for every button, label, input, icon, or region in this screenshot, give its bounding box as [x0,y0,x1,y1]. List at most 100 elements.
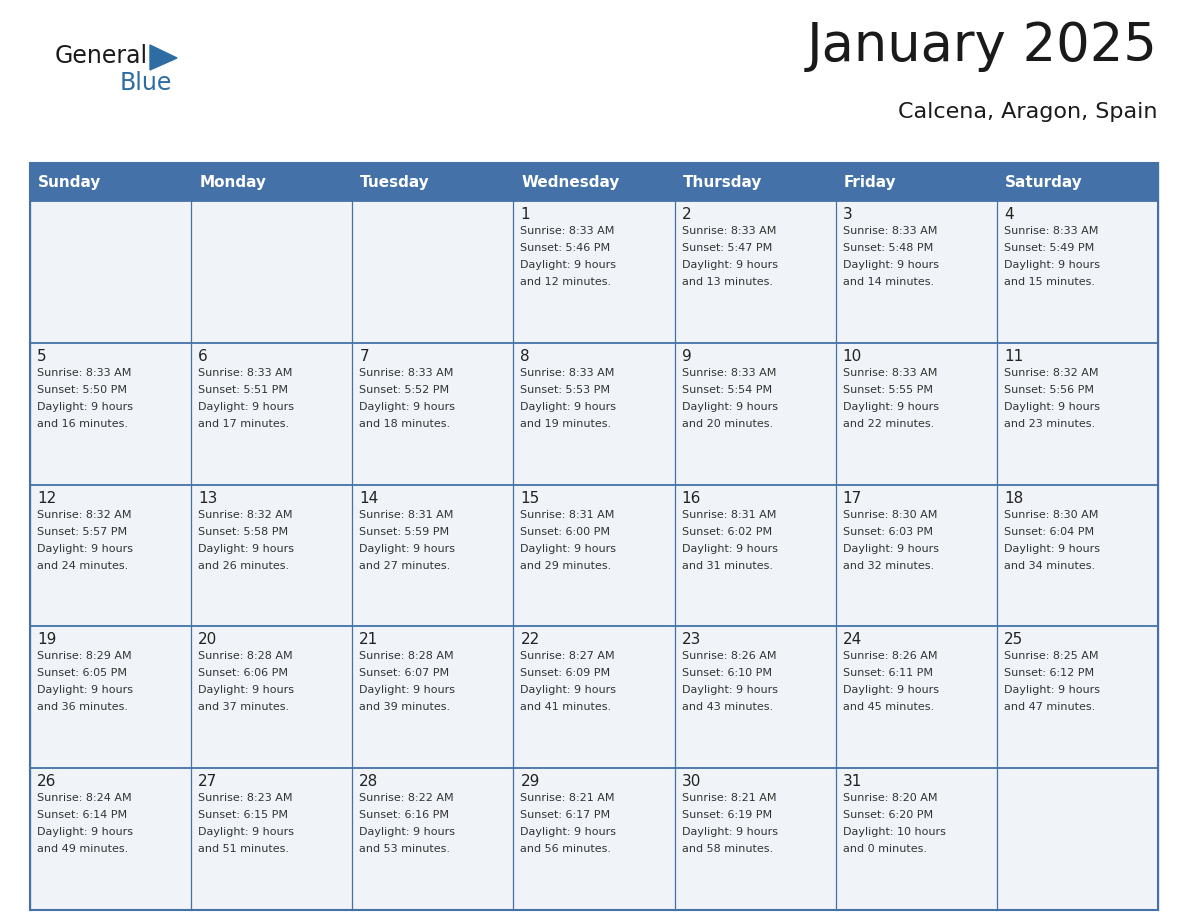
Text: Sunset: 6:04 PM: Sunset: 6:04 PM [1004,527,1094,537]
Text: 18: 18 [1004,490,1023,506]
Text: Sunrise: 8:33 AM: Sunrise: 8:33 AM [520,226,615,236]
Bar [30,485,191,626]
Text: Sunrise: 8:31 AM: Sunrise: 8:31 AM [682,509,776,520]
Text: 29: 29 [520,774,539,789]
Text: Sunset: 6:11 PM: Sunset: 6:11 PM [842,668,933,678]
Text: Daylight: 9 hours: Daylight: 9 hours [842,402,939,412]
Bar [191,768,353,910]
Text: and 45 minutes.: and 45 minutes. [842,702,934,712]
Text: and 37 minutes.: and 37 minutes. [198,702,289,712]
Text: and 17 minutes.: and 17 minutes. [198,419,289,429]
Text: Sunrise: 8:25 AM: Sunrise: 8:25 AM [1004,652,1099,661]
Text: Sunrise: 8:32 AM: Sunrise: 8:32 AM [1004,368,1099,378]
Text: Sunset: 5:51 PM: Sunset: 5:51 PM [198,385,289,395]
Text: Sunset: 6:02 PM: Sunset: 6:02 PM [682,527,772,537]
Text: 4: 4 [1004,207,1013,222]
Text: Sunrise: 8:30 AM: Sunrise: 8:30 AM [842,509,937,520]
Text: Daylight: 9 hours: Daylight: 9 hours [1004,686,1100,696]
Text: and 22 minutes.: and 22 minutes. [842,419,934,429]
Text: 12: 12 [37,490,56,506]
Text: Sunrise: 8:26 AM: Sunrise: 8:26 AM [842,652,937,661]
Text: and 23 minutes.: and 23 minutes. [1004,419,1095,429]
Bar [353,485,513,626]
Text: Daylight: 9 hours: Daylight: 9 hours [37,402,133,412]
Text: Sunset: 6:06 PM: Sunset: 6:06 PM [198,668,289,678]
Bar [191,626,353,768]
Bar [513,342,675,485]
Text: and 24 minutes.: and 24 minutes. [37,561,128,571]
Text: Sunrise: 8:33 AM: Sunrise: 8:33 AM [842,368,937,378]
Text: Daylight: 9 hours: Daylight: 9 hours [37,543,133,554]
Text: and 53 minutes.: and 53 minutes. [359,845,450,855]
Text: Daylight: 9 hours: Daylight: 9 hours [682,260,778,270]
Bar [675,485,835,626]
Text: 24: 24 [842,633,862,647]
Text: Sunrise: 8:33 AM: Sunrise: 8:33 AM [520,368,615,378]
Text: Tuesday: Tuesday [360,174,430,189]
Bar [353,768,513,910]
Text: Sunset: 5:50 PM: Sunset: 5:50 PM [37,385,127,395]
Text: Sunrise: 8:29 AM: Sunrise: 8:29 AM [37,652,132,661]
Text: and 31 minutes.: and 31 minutes. [682,561,772,571]
Text: Wednesday: Wednesday [522,174,620,189]
Text: Sunset: 5:58 PM: Sunset: 5:58 PM [198,527,289,537]
Text: Sunrise: 8:32 AM: Sunrise: 8:32 AM [198,509,292,520]
Text: Sunrise: 8:21 AM: Sunrise: 8:21 AM [520,793,615,803]
Text: Sunrise: 8:32 AM: Sunrise: 8:32 AM [37,509,132,520]
Bar [835,626,997,768]
Text: Sunset: 5:47 PM: Sunset: 5:47 PM [682,243,772,253]
Bar [191,201,353,342]
Text: Daylight: 9 hours: Daylight: 9 hours [842,686,939,696]
Text: 26: 26 [37,774,56,789]
Text: Daylight: 9 hours: Daylight: 9 hours [682,827,778,837]
Text: 30: 30 [682,774,701,789]
Text: Saturday: Saturday [1005,174,1082,189]
Text: and 13 minutes.: and 13 minutes. [682,277,772,287]
Text: Sunset: 6:15 PM: Sunset: 6:15 PM [198,811,289,820]
Text: Sunset: 5:57 PM: Sunset: 5:57 PM [37,527,127,537]
Bar [191,485,353,626]
Text: Blue: Blue [120,71,172,95]
Bar [997,485,1158,626]
Text: Daylight: 10 hours: Daylight: 10 hours [842,827,946,837]
Text: 25: 25 [1004,633,1023,647]
Text: Sunset: 6:19 PM: Sunset: 6:19 PM [682,811,772,820]
Text: Sunrise: 8:21 AM: Sunrise: 8:21 AM [682,793,776,803]
Bar [191,342,353,485]
Text: 21: 21 [359,633,379,647]
Text: 10: 10 [842,349,862,364]
Text: 23: 23 [682,633,701,647]
Text: Daylight: 9 hours: Daylight: 9 hours [1004,543,1100,554]
Text: and 32 minutes.: and 32 minutes. [842,561,934,571]
Text: Sunrise: 8:33 AM: Sunrise: 8:33 AM [682,226,776,236]
Text: and 29 minutes.: and 29 minutes. [520,561,612,571]
Text: and 14 minutes.: and 14 minutes. [842,277,934,287]
Text: Daylight: 9 hours: Daylight: 9 hours [37,686,133,696]
Text: 7: 7 [359,349,369,364]
Text: and 36 minutes.: and 36 minutes. [37,702,128,712]
Text: Daylight: 9 hours: Daylight: 9 hours [520,686,617,696]
Bar [513,626,675,768]
Text: and 34 minutes.: and 34 minutes. [1004,561,1095,571]
Text: and 56 minutes.: and 56 minutes. [520,845,612,855]
Text: 1: 1 [520,207,530,222]
Text: and 0 minutes.: and 0 minutes. [842,845,927,855]
Text: and 16 minutes.: and 16 minutes. [37,419,128,429]
Bar [30,201,191,342]
Text: Sunset: 5:55 PM: Sunset: 5:55 PM [842,385,933,395]
Text: 22: 22 [520,633,539,647]
Text: and 49 minutes.: and 49 minutes. [37,845,128,855]
Bar [353,201,513,342]
Text: Sunrise: 8:33 AM: Sunrise: 8:33 AM [1004,226,1098,236]
Text: Daylight: 9 hours: Daylight: 9 hours [842,260,939,270]
Text: Daylight: 9 hours: Daylight: 9 hours [520,260,617,270]
Text: Daylight: 9 hours: Daylight: 9 hours [198,543,295,554]
Bar [997,768,1158,910]
Text: and 18 minutes.: and 18 minutes. [359,419,450,429]
Text: Sunset: 6:09 PM: Sunset: 6:09 PM [520,668,611,678]
Text: Sunset: 6:12 PM: Sunset: 6:12 PM [1004,668,1094,678]
Text: Sunrise: 8:30 AM: Sunrise: 8:30 AM [1004,509,1098,520]
Bar [30,163,1158,201]
Text: and 15 minutes.: and 15 minutes. [1004,277,1095,287]
Bar [513,485,675,626]
